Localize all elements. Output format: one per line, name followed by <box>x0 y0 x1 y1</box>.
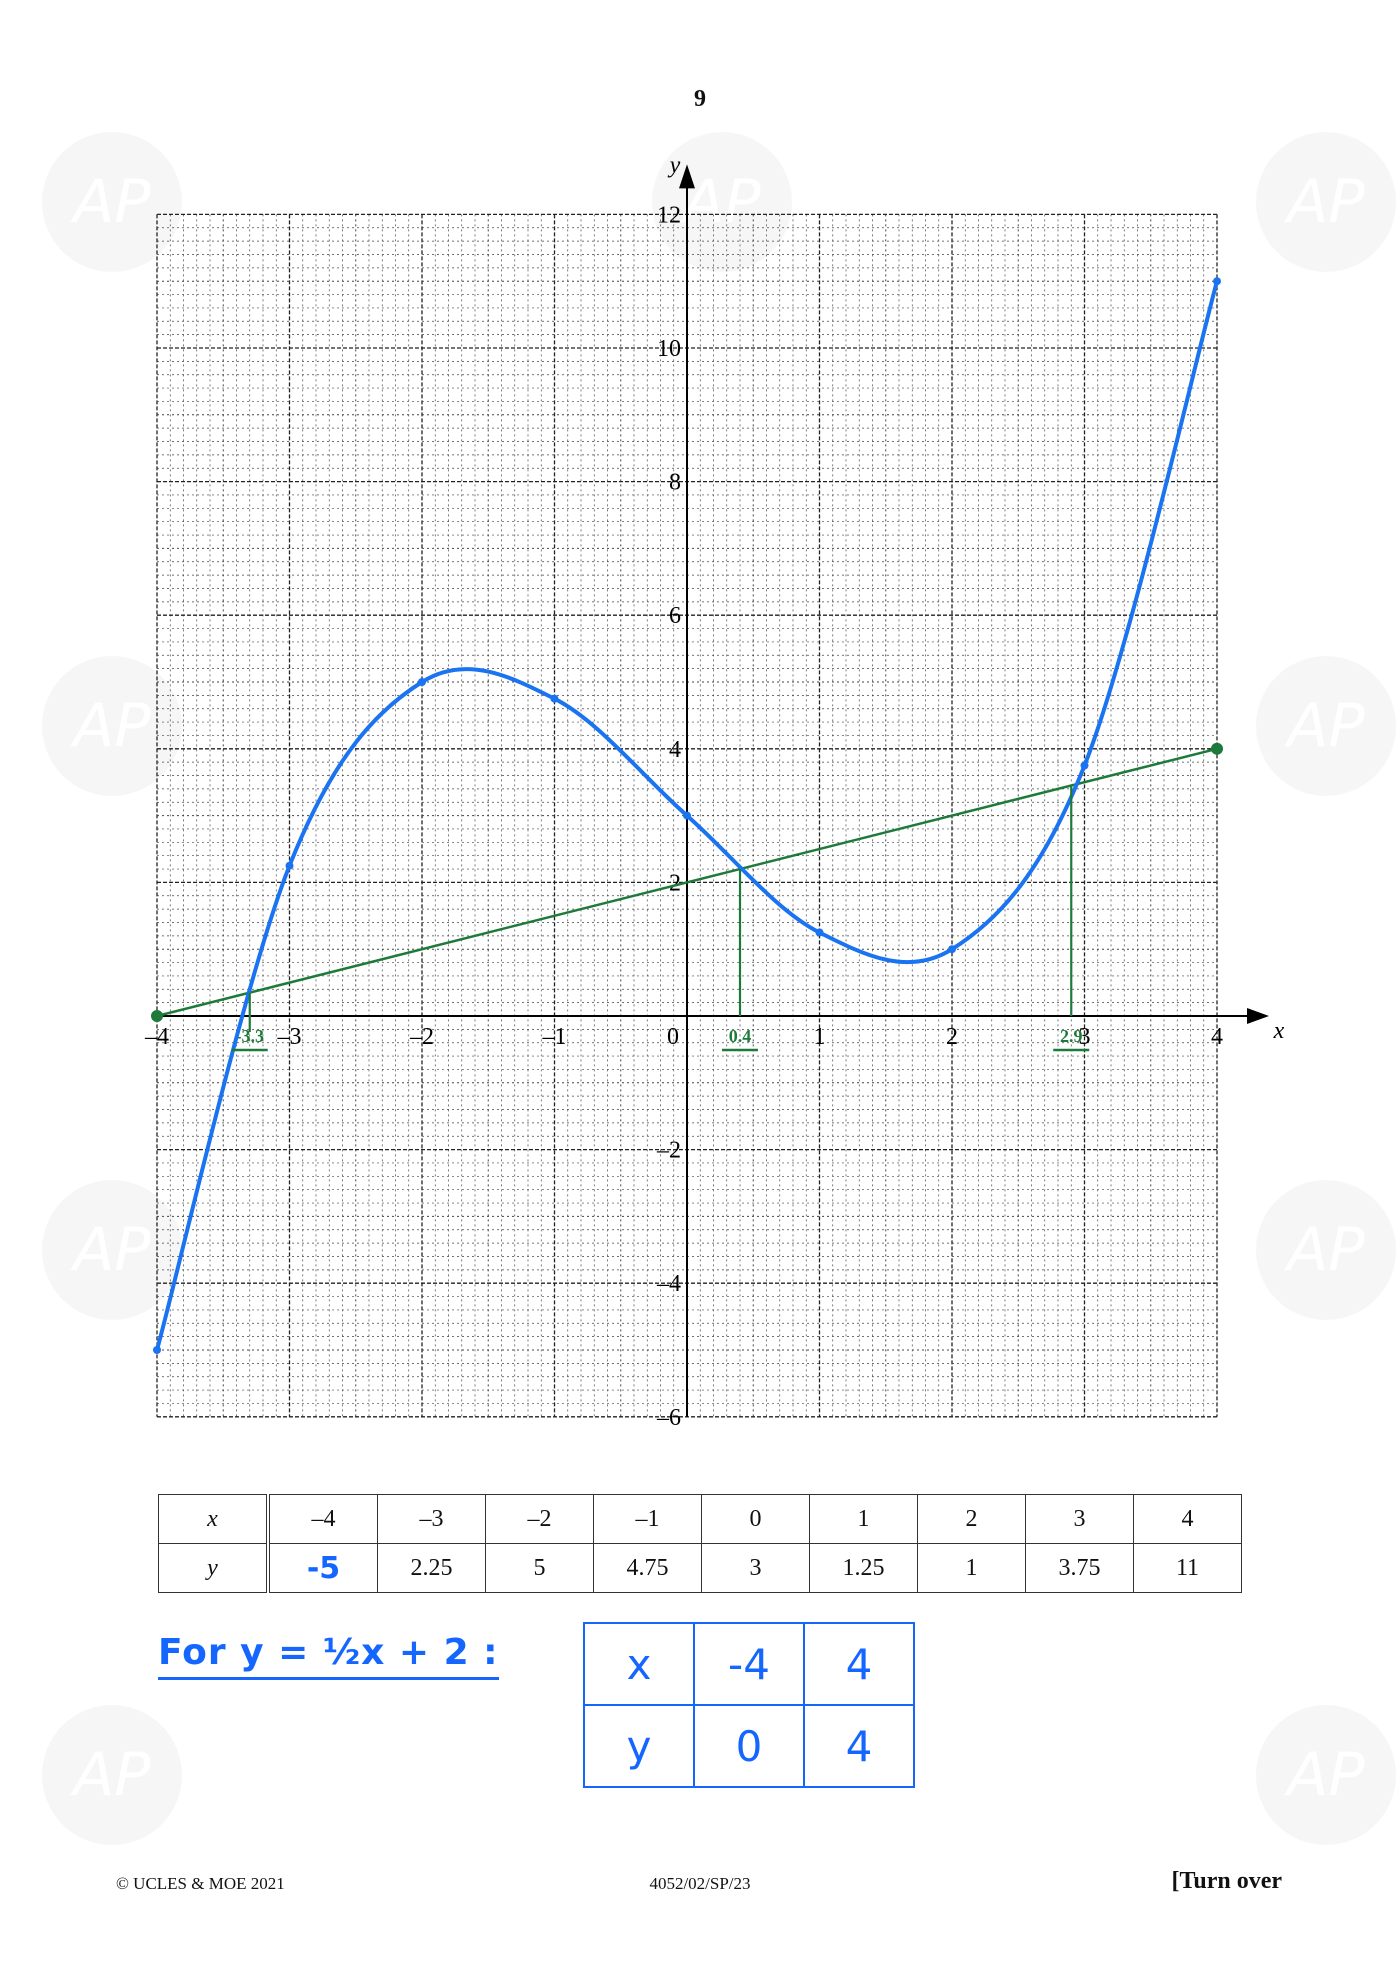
intersection-label: -3.3 <box>236 1026 265 1046</box>
x-cell: –3 <box>377 1494 486 1544</box>
y-cell: 3.75 <box>1025 1543 1134 1593</box>
y-cell: 3 <box>701 1543 810 1593</box>
y-tick-label: 10 <box>657 336 681 362</box>
line-x-cell: 4 <box>803 1622 915 1706</box>
y-tick-label: –2 <box>656 1138 681 1164</box>
watermark-logo: AP <box>1256 1180 1396 1320</box>
x-header: x <box>158 1494 270 1544</box>
x-tick-label: 0 <box>667 1024 679 1050</box>
x-tick-label: 2 <box>946 1024 958 1050</box>
x-tick-label: 1 <box>814 1024 826 1050</box>
line-y-header: y <box>583 1704 695 1788</box>
curve-point <box>948 945 956 954</box>
x-cell: 0 <box>701 1494 810 1544</box>
watermark-logo: AP <box>42 1705 182 1845</box>
x-tick-label: –3 <box>277 1024 302 1050</box>
x-cell: 4 <box>1133 1494 1242 1544</box>
table-row-y: y -5 2.25 5 4.75 3 1.25 1 3.75 11 <box>158 1543 1242 1593</box>
x-cell: 3 <box>1025 1494 1134 1544</box>
x-cell: –1 <box>593 1494 702 1544</box>
x-tick-label: –1 <box>542 1024 567 1050</box>
y-axis-arrow-icon <box>679 164 695 189</box>
x-cell: –4 <box>267 1494 378 1544</box>
intersection-label: 0.4 <box>729 1026 752 1046</box>
y-cell: 2.25 <box>377 1543 486 1593</box>
x-axis-label: x <box>1273 1018 1285 1044</box>
y-cell: 1 <box>917 1543 1026 1593</box>
y-tick-label: 12 <box>657 202 681 228</box>
x-axis-arrow-icon <box>1247 1008 1269 1024</box>
x-tick-label: 4 <box>1211 1024 1223 1050</box>
curve-point <box>1080 761 1089 770</box>
line-row-x: x -4 4 <box>583 1622 915 1706</box>
y-tick-label: 6 <box>669 603 681 629</box>
watermark-logo: AP <box>1256 1705 1396 1845</box>
watermark-logo: AP <box>652 132 792 272</box>
copyright: © UCLES & MOE 2021 <box>116 1874 285 1893</box>
y-axis-label: y <box>668 152 681 178</box>
curve-point <box>418 678 426 686</box>
x-cell: –2 <box>485 1494 594 1544</box>
y-tick-label: 4 <box>669 737 681 763</box>
y-cell: 1.25 <box>809 1543 918 1593</box>
line-equation: For y = ½x + 2 : <box>158 1632 499 1680</box>
straight-line-series <box>156 747 1218 1018</box>
y-tick-label: 2 <box>669 870 681 896</box>
series <box>151 277 1223 1354</box>
curve-point <box>550 694 559 703</box>
curve-point <box>285 861 294 870</box>
y-cell: 4.75 <box>593 1543 702 1593</box>
y-cell: 5 <box>485 1543 594 1593</box>
watermark-logo: AP <box>1256 656 1396 796</box>
x-tick-label: 3 <box>1079 1024 1091 1050</box>
intersection-label: 2.9 <box>1060 1026 1083 1046</box>
line-table: x -4 4 y 0 4 <box>583 1622 915 1788</box>
table-row-x: x –4 –3 –2 –1 0 1 2 3 4 <box>158 1494 1242 1544</box>
line-point <box>1211 742 1223 755</box>
x-cell: 1 <box>809 1494 918 1544</box>
y-tick-label: –4 <box>656 1271 681 1297</box>
y-tick-label: –6 <box>656 1405 681 1431</box>
y-cell-handwritten: -5 <box>267 1543 378 1593</box>
curve-point <box>683 811 691 820</box>
y-cell: 11 <box>1133 1543 1242 1593</box>
line-row-y: y 0 4 <box>583 1704 915 1788</box>
line-x-header: x <box>583 1622 695 1706</box>
annotations <box>231 785 1090 1052</box>
line-x-cell: -4 <box>693 1622 805 1706</box>
curve-point <box>1213 277 1221 286</box>
page-number: 9 <box>694 86 706 112</box>
curve-point <box>815 928 824 937</box>
x-tick-label: –4 <box>144 1024 169 1050</box>
values-table: x –4 –3 –2 –1 0 1 2 3 4 y -5 2.25 5 4.75… <box>158 1494 1242 1593</box>
x-cell: 2 <box>917 1494 1026 1544</box>
line-y-cell: 4 <box>803 1704 915 1788</box>
y-header: y <box>158 1543 270 1593</box>
curve-point <box>153 1346 161 1354</box>
watermark-logo: AP <box>1256 132 1396 272</box>
watermark-logo: AP <box>42 656 182 796</box>
y-tick-label: 8 <box>669 470 681 496</box>
x-tick-label: –2 <box>409 1024 434 1050</box>
line-point <box>151 1010 163 1022</box>
watermark-logo: AP <box>42 132 182 272</box>
line-y-cell: 0 <box>693 1704 805 1788</box>
turn-over: [Turn over <box>1171 1868 1282 1894</box>
paper-code: 4052/02/SP/23 <box>649 1874 751 1893</box>
